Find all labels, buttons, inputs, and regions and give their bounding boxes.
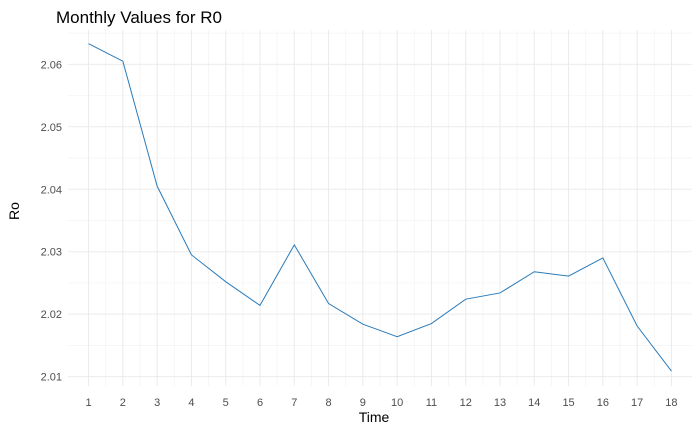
x-tick-label: 18 [665, 397, 677, 409]
x-tick-label: 6 [257, 397, 263, 409]
y-axis-title: Ro [6, 202, 22, 220]
x-tick-label: 3 [154, 397, 160, 409]
x-tick-label: 5 [223, 397, 229, 409]
x-axis-title: Time [359, 409, 390, 425]
y-tick-labels: 2.01 2.02 2.03 2.04 2.05 2.06 [41, 59, 62, 383]
x-tick-label: 16 [597, 397, 609, 409]
x-tick-label: 8 [326, 397, 332, 409]
y-tick-label: 2.02 [41, 309, 62, 321]
x-tick-label: 15 [562, 397, 574, 409]
x-tick-label: 12 [460, 397, 472, 409]
x-tick-labels: 1 2 3 4 5 6 7 8 9 10 11 12 13 14 15 16 17 18 [86, 397, 678, 409]
x-tick-label: 17 [631, 397, 643, 409]
chart-title: Monthly Values for R0 [56, 8, 222, 27]
y-tick-label: 2.03 [41, 247, 62, 259]
major-gridlines [68, 30, 692, 386]
y-tick-label: 2.06 [41, 59, 62, 71]
x-tick-label: 10 [391, 397, 403, 409]
x-tick-label: 13 [494, 397, 506, 409]
series-layer [88, 43, 672, 372]
series-line [88, 43, 672, 372]
x-tick-label: 9 [360, 397, 366, 409]
y-tick-label: 2.04 [41, 184, 62, 196]
x-tick-label: 11 [426, 397, 437, 409]
y-tick-label: 2.01 [41, 372, 62, 384]
x-tick-label: 14 [528, 397, 540, 409]
x-tick-label: 7 [291, 397, 297, 409]
minor-gridlines [68, 30, 692, 386]
x-tick-label: 4 [188, 397, 194, 409]
x-tick-label: 1 [86, 397, 92, 409]
y-tick-label: 2.05 [41, 122, 62, 134]
x-tick-label: 2 [120, 397, 126, 409]
